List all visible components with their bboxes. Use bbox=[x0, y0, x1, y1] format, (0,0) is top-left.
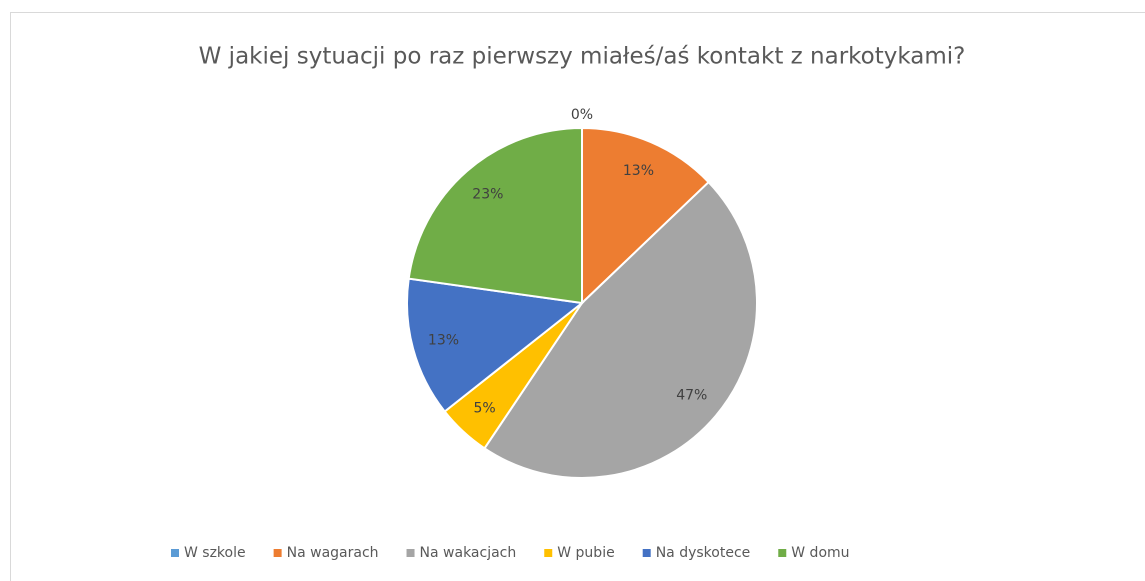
pie-slice bbox=[407, 126, 583, 305]
pie-slice bbox=[483, 180, 758, 479]
data-label: 23% bbox=[472, 187, 503, 203]
legend-label: Na dyskotece bbox=[656, 545, 751, 561]
data-label: 47% bbox=[676, 387, 707, 403]
legend-label: W pubie bbox=[557, 545, 614, 561]
legend-swatch bbox=[642, 549, 651, 557]
legend-label: W domu bbox=[791, 545, 849, 561]
legend-swatch bbox=[544, 549, 553, 557]
data-label: 13% bbox=[428, 332, 459, 348]
legend-swatch bbox=[273, 549, 282, 557]
pie-slice bbox=[581, 126, 711, 306]
pie-slice bbox=[406, 277, 585, 413]
chart-title: W jakiej sytuacji po raz pierwszy miałeś… bbox=[199, 44, 966, 70]
legend-swatch bbox=[778, 549, 787, 557]
legend-label: Na wakacjach bbox=[420, 545, 517, 561]
legend-swatch bbox=[406, 549, 415, 557]
data-label: 13% bbox=[623, 163, 654, 179]
data-label: 0% bbox=[571, 107, 593, 123]
legend-swatch bbox=[171, 549, 179, 557]
data-label: 5% bbox=[473, 400, 495, 416]
legend-label: W szkole bbox=[184, 545, 246, 561]
legend-label: Na wagarach bbox=[287, 545, 379, 561]
